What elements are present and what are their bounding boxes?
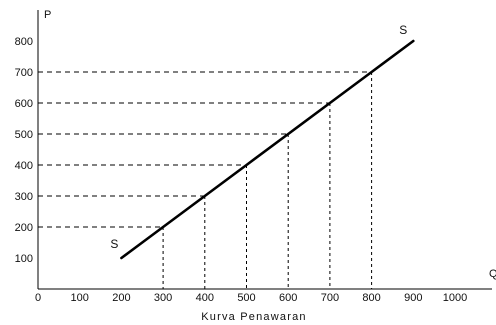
y-tick-label: 800 (15, 36, 33, 48)
y-tick-label: 200 (15, 222, 33, 234)
x-tick-label: 0 (35, 292, 41, 304)
x-tick-label: 300 (154, 292, 172, 304)
x-tick-label: 700 (321, 292, 339, 304)
x-tick-label: 800 (362, 292, 380, 304)
curve-end-label: S (399, 23, 407, 37)
supply-series: SS (110, 23, 415, 260)
x-tick-labels: 0 100 200 300 400 500 600 700 800 900 1000 (35, 292, 467, 304)
x-tick-label: 100 (71, 292, 89, 304)
x-tick-label: 500 (237, 292, 255, 304)
y-tick-label: 700 (15, 67, 33, 79)
x-tick-label: 900 (404, 292, 422, 304)
y-tick-label: 100 (15, 253, 33, 265)
x-tick-label: 200 (112, 292, 130, 304)
y-tick-label: 600 (15, 98, 33, 110)
y-tick-label: 300 (15, 191, 33, 203)
x-tick-label: 600 (279, 292, 297, 304)
x-tick-label: 1000 (443, 292, 467, 304)
y-tick-label: 500 (15, 129, 33, 141)
y-tick-label: 400 (15, 160, 33, 172)
x-axis-label: Q (489, 268, 496, 280)
x-tick-label: 400 (196, 292, 214, 304)
guide-lines (38, 71, 373, 289)
supply-curve-line (120, 39, 415, 260)
curve-start-label: S (110, 237, 118, 251)
y-tick-labels: 100 200 300 400 500 600 700 800 (15, 36, 33, 265)
chart-caption: Kurva Penawaran (201, 311, 306, 323)
y-axis-label: P (44, 9, 51, 21)
